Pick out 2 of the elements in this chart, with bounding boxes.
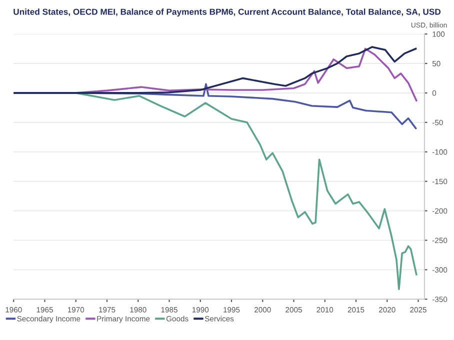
line-series <box>14 46 417 94</box>
chart-title: United States, OECD MEI, Balance of Payments BPM6, Current Account Balance, Total Balance, SA, USD <box>14 8 441 17</box>
